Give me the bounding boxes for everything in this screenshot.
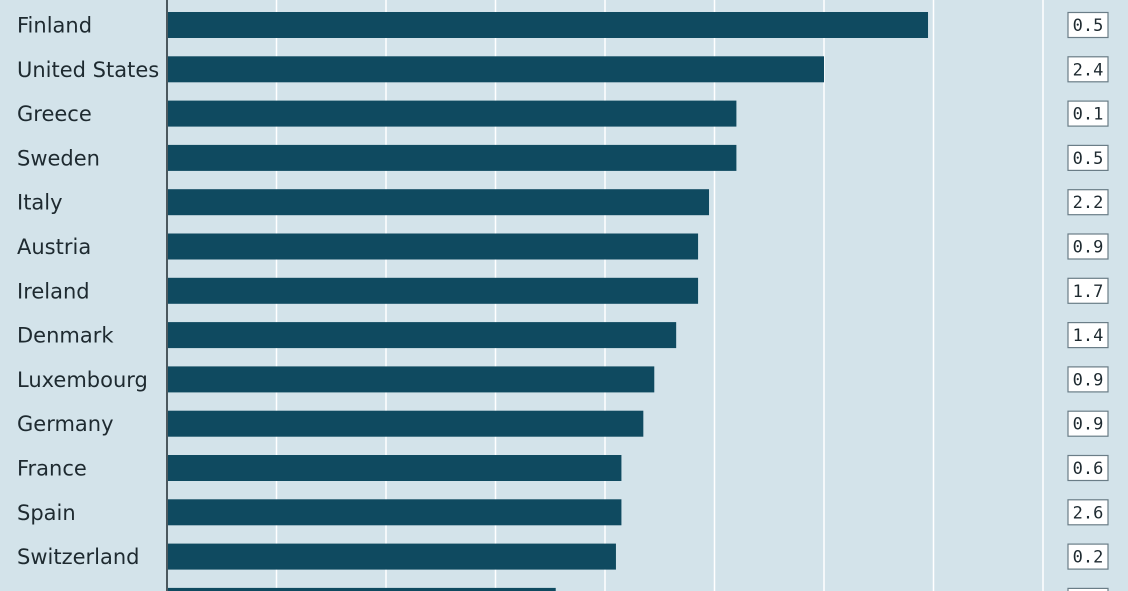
category-label: Austria xyxy=(17,235,91,259)
value-box-label: 1.7 xyxy=(1073,282,1104,302)
bars xyxy=(168,12,929,591)
value-box-label: 0.2 xyxy=(1073,548,1104,568)
value-box xyxy=(1067,543,1109,570)
value-box xyxy=(1067,56,1109,83)
gridlines xyxy=(166,0,1044,591)
value-box-label: 0.5 xyxy=(1073,16,1104,36)
value-box xyxy=(1067,277,1109,304)
value-box-label: 0.9 xyxy=(1073,238,1104,258)
category-label: Spain xyxy=(17,501,76,525)
value-box-label: 1.4 xyxy=(1073,326,1104,346)
category-label: United States xyxy=(17,58,159,82)
category-label: France xyxy=(17,457,87,481)
value-box xyxy=(1067,100,1109,127)
category-label: Ireland xyxy=(17,279,90,303)
category-labels: Finland United States Greece Sweden Italy Aus… xyxy=(17,14,159,570)
value-box xyxy=(1067,366,1109,393)
bar-spain xyxy=(168,499,622,526)
bar-united-states xyxy=(168,56,824,83)
value-box-label: 0.9 xyxy=(1073,370,1104,390)
bar-greece xyxy=(168,100,737,127)
category-label: Luxembourg xyxy=(17,368,148,392)
value-box xyxy=(1067,233,1109,260)
bar-sweden xyxy=(168,144,737,171)
value-box xyxy=(1067,499,1109,526)
value-box xyxy=(1067,189,1109,216)
category-label: Italy xyxy=(17,191,63,215)
category-label: Denmark xyxy=(17,324,114,348)
bar-switzerland xyxy=(168,543,616,570)
bar-ireland xyxy=(168,277,699,304)
bar-france xyxy=(168,455,622,481)
category-label: Finland xyxy=(17,14,92,38)
bar-luxembourg xyxy=(168,366,655,393)
category-label: Sweden xyxy=(17,146,100,170)
value-box xyxy=(1067,322,1109,349)
value-box-label: 0.5 xyxy=(1073,149,1104,169)
category-label: Greece xyxy=(17,102,92,126)
bar-denmark xyxy=(168,322,677,349)
value-box-label: 2.6 xyxy=(1073,503,1104,523)
bar-germany xyxy=(168,410,644,437)
category-label: Germany xyxy=(17,412,114,436)
side-value-boxes: 0.5 2.4 0.1 0.5 2.2 0.9 1.7 1.4 0.9 0.9 0.6 2.6 0.2 xyxy=(1067,11,1109,591)
bar-italy xyxy=(168,189,710,216)
value-box xyxy=(1067,454,1109,482)
value-box-label: 2.4 xyxy=(1073,60,1104,80)
bar-austria xyxy=(168,233,699,260)
value-box xyxy=(1067,144,1109,171)
value-box-label: 2.2 xyxy=(1073,193,1104,213)
value-box-label: 0.9 xyxy=(1073,415,1104,435)
value-box xyxy=(1067,587,1109,591)
bar-row-14 xyxy=(168,587,556,591)
value-box-label: 0.6 xyxy=(1073,459,1104,479)
value-box xyxy=(1067,410,1109,437)
bar-finland xyxy=(168,12,929,38)
category-label: Switzerland xyxy=(17,545,140,569)
value-box-label: 0.1 xyxy=(1073,105,1104,125)
value-box xyxy=(1067,11,1109,39)
